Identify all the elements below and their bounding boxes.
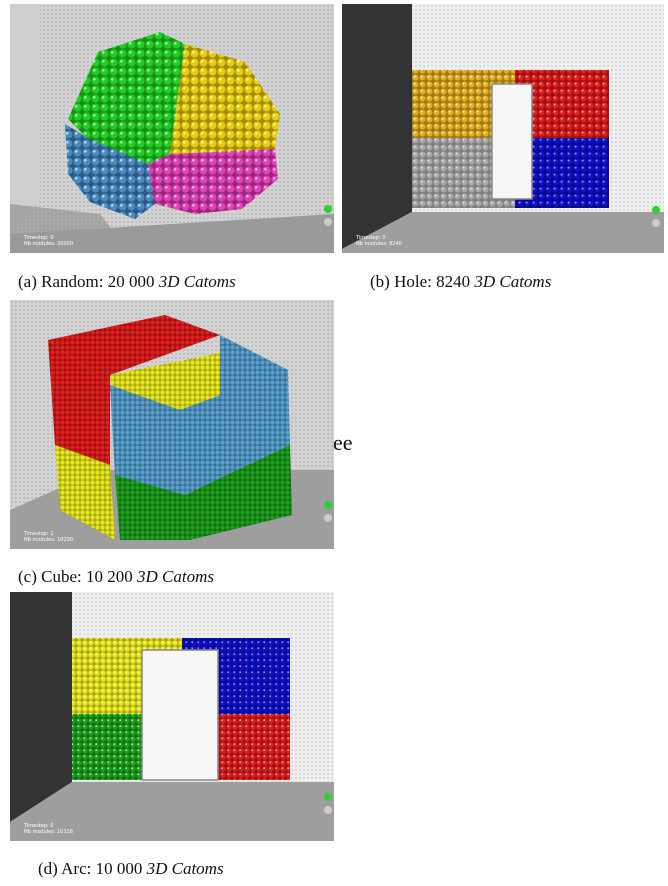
module-count-readout: Nb modules: 8240 — [356, 241, 402, 247]
random-render — [10, 4, 334, 253]
caption-hole: (b) Hole: 8240 3D Catoms — [370, 272, 552, 291]
timestep-readout: Timestep: 0 — [24, 823, 54, 829]
figure-panel-hole: Timestep: 0 Nb modules: 8240 — [342, 4, 664, 253]
caption-arc: (d) Arc: 10 000 3D Catoms — [38, 859, 224, 878]
figure-panel-cube: Timestep: 1 Nb modules: 10200 — [10, 300, 334, 549]
module-count-readout: Nb modules: 20000 — [24, 241, 74, 247]
figure-panel-random: Timestep: 0 Nb modules: 20000 — [10, 4, 334, 253]
hole-render — [342, 4, 664, 253]
caption-cube: (c) Cube: 10 200 3D Catoms — [18, 567, 214, 586]
arc-render — [10, 592, 334, 841]
module-count-readout: Nb modules: 10200 — [24, 537, 74, 543]
stray-text: ee — [333, 430, 353, 455]
cube-render — [10, 300, 334, 549]
caption-random: (a) Random: 20 000 3D Catoms — [18, 272, 236, 291]
timestep-readout: Timestep: 0 — [24, 235, 54, 241]
timestep-readout: Timestep: 0 — [356, 235, 386, 241]
figure-panel-arc: Timestep: 0 Nb modules: 10116 — [10, 592, 334, 841]
timestep-readout: Timestep: 1 — [24, 531, 54, 537]
module-count-readout: Nb modules: 10116 — [24, 829, 74, 835]
